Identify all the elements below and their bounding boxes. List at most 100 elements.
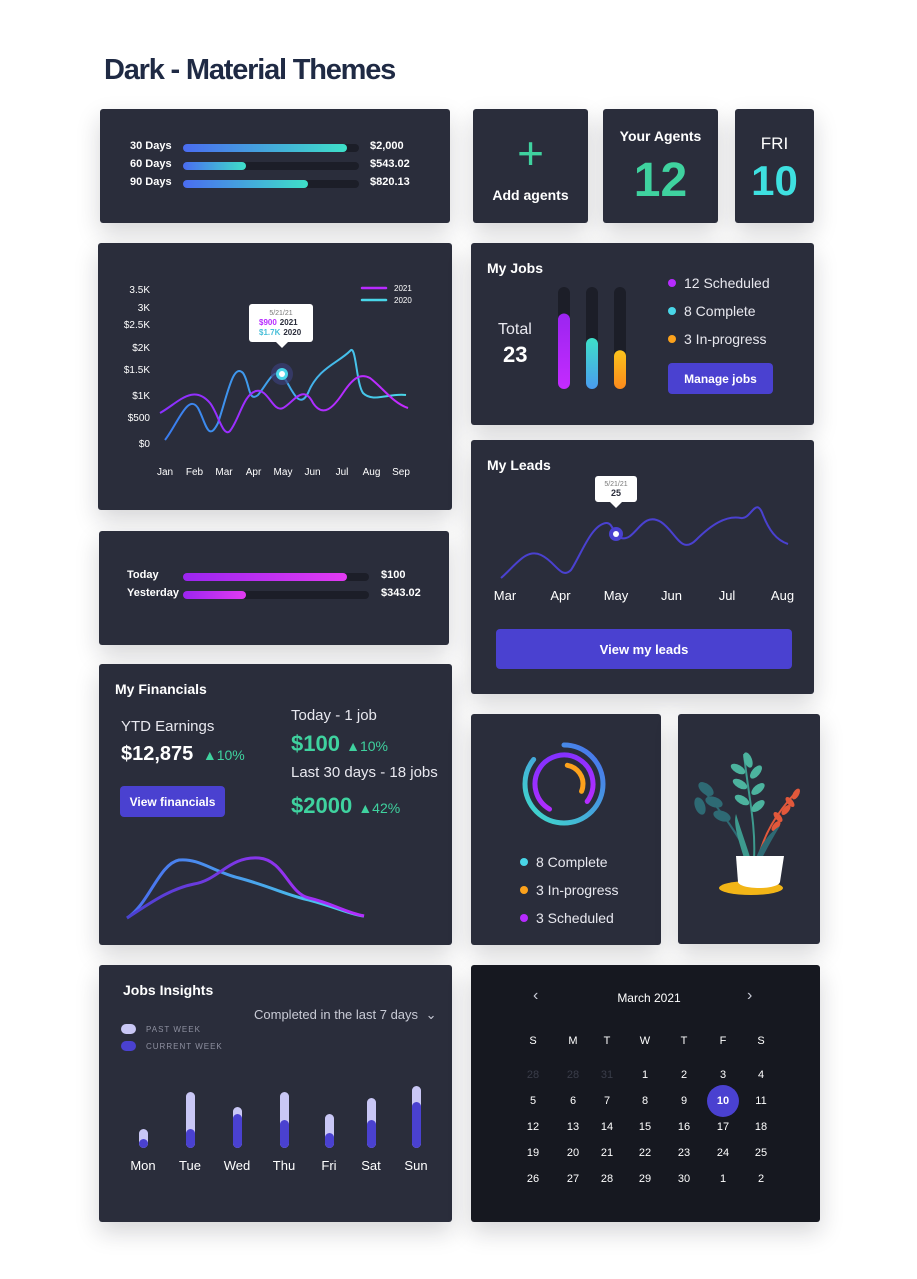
calendar-day[interactable]: 14	[600, 1121, 614, 1133]
calendar-day[interactable]: 16	[677, 1121, 691, 1133]
calendar-day[interactable]: 26	[526, 1173, 540, 1185]
prev-month-icon[interactable]: ‹	[533, 987, 539, 1004]
calendar-day[interactable]: 2	[680, 1069, 688, 1081]
y-tick-label: $0	[139, 439, 151, 450]
next-month-icon[interactable]: ›	[747, 987, 753, 1004]
insights-filter-dropdown[interactable]: Completed in the last 7 days ⌄	[254, 1007, 437, 1023]
ring-scheduled	[532, 752, 596, 816]
earnings-bars-card: 30 Days $2,000 60 Days $543.02 90 Days $820.1…	[100, 109, 450, 223]
revenue-line-chart: 3.5K 3K $2.5K $2K $1.5K $1K $500 $0 Jan Feb Mar Apr…	[124, 284, 412, 478]
bar-fill	[183, 180, 308, 188]
calendar-day[interactable]: 6	[569, 1095, 577, 1107]
my-financials-title: My Financials	[115, 681, 207, 697]
calendar-day[interactable]: 17	[716, 1121, 730, 1133]
calendar-day[interactable]: 29	[638, 1173, 652, 1185]
calendar-day[interactable]: 1	[719, 1173, 727, 1185]
x-tick-label: Mar	[215, 467, 233, 478]
x-tick-label: Aug	[363, 467, 381, 478]
calendar-day[interactable]: 11	[755, 1095, 767, 1107]
calendar-day[interactable]: 8	[641, 1095, 649, 1107]
calendar-day[interactable]: 7	[603, 1095, 611, 1107]
bar-row-value: $343.02	[381, 587, 421, 599]
today-bars-card: Today $100 Yesterday $343.02	[99, 531, 449, 645]
ytd-value: $12,875 ▲10%	[121, 743, 245, 766]
calendar-day[interactable]: 28	[566, 1069, 580, 1081]
calendar-day[interactable]: 30	[677, 1173, 691, 1185]
calendar-month-title: March 2021	[617, 991, 681, 1005]
jobs-insights-title: Jobs Insights	[123, 982, 214, 998]
calendar-day[interactable]: 5	[529, 1095, 537, 1107]
calendar-day[interactable]: 9	[680, 1095, 688, 1107]
month-amount: $2000	[291, 793, 353, 818]
calendar-day[interactable]: 12	[526, 1121, 540, 1133]
day-label: Wed	[223, 1158, 251, 1173]
ytd-label: YTD Earnings	[121, 718, 215, 735]
current-week-bar	[367, 1120, 376, 1148]
calendar-day[interactable]: 15	[638, 1121, 652, 1133]
add-agents-button[interactable]: + Add agents	[473, 109, 588, 223]
calendar-day[interactable]: 13	[566, 1121, 580, 1133]
ring-complete	[522, 742, 606, 826]
my-leads-card: My Leads 5/21/21 25 Mar Apr May Jun Jul Aug Vie…	[471, 440, 814, 694]
leads-x-tick: Jun	[661, 588, 682, 603]
my-leads-title: My Leads	[487, 457, 551, 473]
series-2020-line	[164, 349, 407, 441]
calendar-day[interactable]: 24	[716, 1147, 730, 1159]
my-jobs-title: My Jobs	[487, 260, 544, 276]
calendar-day[interactable]: 1	[641, 1069, 649, 1081]
month-jobs-label: Last 30 days - 18 jobs	[291, 764, 438, 781]
legend-label: 2020	[394, 296, 412, 305]
svg-text:25: 25	[611, 488, 621, 498]
bar-row-label: 60 Days	[130, 158, 172, 170]
weekday-header: S	[757, 1035, 765, 1047]
x-tick-label: Jul	[336, 467, 349, 478]
jobs-total-label: Total	[498, 321, 532, 338]
date-card: FRI 10	[735, 109, 814, 223]
y-tick-label: $1K	[132, 391, 150, 402]
chart-tooltip: 5/21/21$900 2021$1.7K 2020	[249, 304, 313, 348]
today-amount: $100	[291, 731, 340, 756]
calendar-day[interactable]: 19	[526, 1147, 540, 1159]
insights-filter-value: Completed in the last 7 days	[254, 1007, 419, 1022]
calendar-day[interactable]: 10	[716, 1095, 730, 1107]
calendar-day[interactable]: 28	[526, 1069, 540, 1081]
my-financials-card: My Financials YTD Earnings $12,875 ▲10% …	[99, 664, 452, 945]
day-label: Tue	[179, 1158, 201, 1173]
calendar-day[interactable]: 2	[757, 1173, 765, 1185]
ring-legend-in-progress: 3 In-progress	[520, 882, 618, 898]
day-number: 10	[751, 157, 798, 204]
calendar-day[interactable]: 20	[566, 1147, 580, 1159]
jobs-bar-fill	[558, 313, 570, 389]
calendar-day[interactable]: 27	[566, 1173, 580, 1185]
calendar-day[interactable]: 23	[677, 1147, 691, 1159]
weekday-header: M	[568, 1035, 578, 1047]
chevron-down-icon: ⌄	[425, 1007, 437, 1022]
past-week-bar	[186, 1092, 195, 1148]
day-label: Mon	[130, 1158, 156, 1173]
calendar-day[interactable]: 3	[719, 1069, 727, 1081]
bar-track	[183, 144, 359, 152]
revenue-line-chart-card: 3.5K 3K $2.5K $2K $1.5K $1K $500 $0 Jan Feb Mar Apr…	[98, 243, 452, 510]
calendar-day[interactable]: 28	[600, 1173, 614, 1185]
past-week-bar	[280, 1092, 289, 1148]
your-agents-label: Your Agents	[619, 128, 702, 144]
weekday-header: F	[719, 1035, 727, 1047]
bar-track	[183, 591, 369, 599]
manage-jobs-button[interactable]: Manage jobs	[668, 363, 773, 394]
calendar-day[interactable]: 4	[757, 1069, 765, 1081]
calendar-day[interactable]: 21	[600, 1147, 614, 1159]
leads-x-tick: Apr	[550, 588, 571, 603]
calendar-day[interactable]: 22	[638, 1147, 652, 1159]
calendar-day[interactable]: 18	[754, 1121, 768, 1133]
calendar-day[interactable]: 25	[754, 1147, 768, 1159]
ring-in-progress	[542, 762, 586, 806]
view-my-leads-button[interactable]: View my leads	[496, 629, 792, 669]
current-week-bar	[186, 1129, 195, 1148]
bar-row-label: 30 Days	[130, 140, 172, 152]
calendar-day[interactable]: 31	[600, 1069, 614, 1081]
weekday-header: W	[639, 1035, 651, 1047]
legend-scheduled: 12 Scheduled	[668, 275, 770, 291]
view-financials-button[interactable]: View financials	[120, 786, 225, 817]
